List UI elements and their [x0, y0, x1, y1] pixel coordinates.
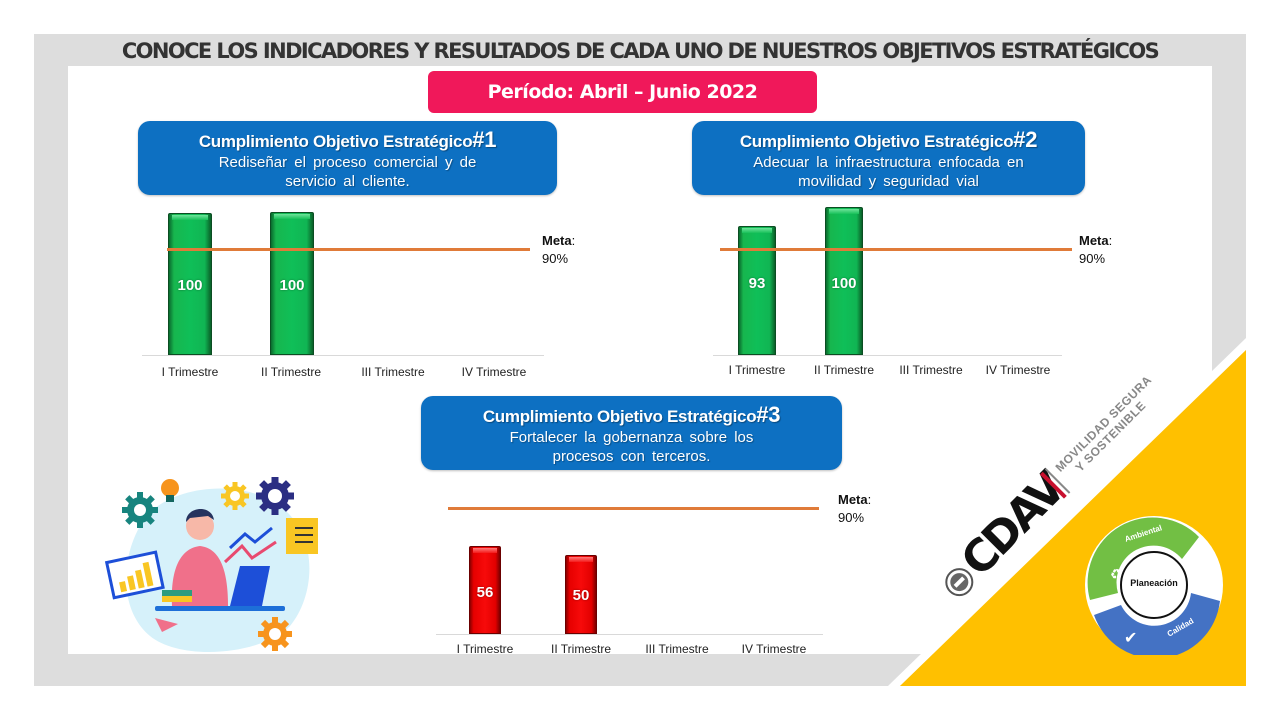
x-tick: III Trimestre	[645, 642, 709, 656]
bar-value: 50	[572, 587, 590, 604]
objective-1-title: Cumplimiento Objetivo Estratégico#1	[198, 127, 497, 152]
objective-1-description: Rediseñar el proceso comercial y de serv…	[218, 154, 477, 190]
bar-q1: 93	[738, 226, 776, 355]
bar-q2: 50	[565, 555, 597, 634]
gear-icon	[256, 477, 294, 515]
gear-icon	[221, 482, 249, 510]
gear-icon	[122, 492, 158, 528]
x-tick: IV Trimestre	[985, 363, 1051, 377]
objective-3-description: Fortalecer la gobernanza sobre los proce…	[509, 429, 754, 465]
management-cycle-diagram: ♻ ✔ Planeación Ambiental Calidad	[1084, 515, 1224, 655]
cycle-center-label: Planeación	[1130, 578, 1178, 588]
period-badge: Período: Abril – Junio 2022	[428, 71, 817, 113]
target-line	[720, 248, 1072, 251]
trend-arrow-icon	[228, 526, 273, 550]
target-line	[448, 507, 819, 510]
target-label: Meta: 90%	[838, 492, 872, 525]
bar-value: 93	[748, 275, 766, 292]
target-label: Meta: 90%	[1079, 233, 1113, 266]
x-tick: I Trimestre	[728, 363, 786, 377]
target-line	[167, 248, 530, 251]
objective-2-description: Adecuar la infraestructura enfocada en m…	[753, 154, 1024, 190]
bar-q2: 100	[825, 207, 863, 355]
lightbulb-icon	[161, 479, 179, 502]
x-tick: I Trimestre	[161, 365, 219, 379]
x-tick: III Trimestre	[899, 363, 963, 377]
bar-value: 100	[279, 277, 305, 294]
emblem-icon	[945, 568, 974, 597]
bar-value: 100	[177, 277, 203, 294]
bar-q2: 100	[270, 212, 314, 355]
analytics-illustration	[104, 477, 318, 653]
objective-3-title: Cumplimiento Objetivo Estratégico#3	[482, 402, 781, 427]
x-tick: II Trimestre	[813, 363, 874, 377]
check-icon: ✔	[1124, 630, 1137, 647]
paper-plane-icon	[155, 618, 178, 632]
x-axis	[142, 355, 544, 356]
laptop-icon	[230, 566, 270, 606]
objective-3-header: Cumplimiento Objetivo Estratégico#3 Fort…	[421, 396, 842, 470]
bar-value: 100	[831, 275, 857, 292]
recycle-icon: ♻	[1110, 566, 1123, 582]
x-axis	[436, 634, 823, 635]
cdav-logo: CDAV MOVILIDAD SEGURA Y SOSTENIBLE	[927, 373, 1154, 613]
x-tick: I Trimestre	[456, 642, 514, 656]
bar-q1: 100	[168, 213, 212, 355]
page-title: CONOCE LOS INDICADORES Y RESULTADOS DE C…	[121, 39, 1160, 63]
bar-chart-icon	[104, 550, 165, 600]
target-label: Meta: 90%	[542, 233, 576, 266]
gear-icon	[258, 617, 292, 651]
x-tick: II Trimestre	[260, 365, 321, 379]
x-tick: II Trimestre	[550, 642, 611, 656]
checklist-icon	[286, 518, 318, 554]
objective-1-header: Cumplimiento Objetivo Estratégico#1 Redi…	[138, 121, 557, 195]
x-tick: IV Trimestre	[741, 642, 807, 656]
objective-2-header: Cumplimiento Objetivo Estratégico#2 Adec…	[692, 121, 1085, 195]
bar-value: 56	[476, 584, 494, 601]
trend-arrow-icon	[223, 540, 277, 564]
bar-q1: 56	[469, 546, 501, 634]
x-tick: IV Trimestre	[461, 365, 527, 379]
objective-2-title: Cumplimiento Objetivo Estratégico#2	[739, 127, 1038, 152]
x-axis	[713, 355, 1062, 356]
x-tick: III Trimestre	[361, 365, 425, 379]
person-figure	[162, 508, 228, 606]
